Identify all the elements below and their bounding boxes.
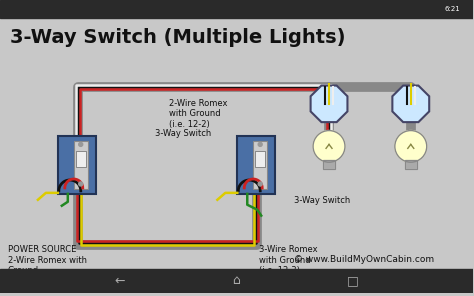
Text: ⌂: ⌂ <box>232 274 240 287</box>
Text: © www.BuildMyOwnCabin.com: © www.BuildMyOwnCabin.com <box>294 255 434 264</box>
Text: 3-Way Switch: 3-Way Switch <box>294 196 350 205</box>
Text: POWER SOURCE
2-Wire Romex with
Ground
(i.e. 12-2): POWER SOURCE 2-Wire Romex with Ground (i… <box>8 245 87 285</box>
Bar <box>405 160 417 169</box>
Text: 2-Wire Romex
with Ground
(i.e. 12-2): 2-Wire Romex with Ground (i.e. 12-2) <box>170 99 228 129</box>
Bar <box>323 160 335 169</box>
Bar <box>76 151 86 167</box>
Circle shape <box>395 131 427 162</box>
Circle shape <box>258 142 262 147</box>
Text: 6:21: 6:21 <box>445 6 461 12</box>
Text: 3-Way Switch (Multiple Lights): 3-Way Switch (Multiple Lights) <box>10 28 346 47</box>
Bar <box>255 151 265 167</box>
Bar <box>74 141 88 189</box>
Circle shape <box>79 182 83 186</box>
Circle shape <box>313 131 345 162</box>
Bar <box>405 160 417 169</box>
Bar <box>0 269 473 293</box>
Polygon shape <box>392 86 429 122</box>
Circle shape <box>79 142 83 147</box>
Bar <box>253 141 267 189</box>
Bar <box>0 0 473 18</box>
Bar <box>237 136 275 194</box>
Text: 3-Way Switch: 3-Way Switch <box>155 128 211 138</box>
Text: □: □ <box>347 274 359 287</box>
Bar <box>58 136 96 194</box>
Bar <box>323 160 335 169</box>
Text: ←: ← <box>114 274 125 287</box>
Text: 3-Wire Romex
with Ground
(i.e. 12-3): 3-Wire Romex with Ground (i.e. 12-3) <box>259 245 318 275</box>
Polygon shape <box>310 86 347 122</box>
Circle shape <box>258 182 262 186</box>
